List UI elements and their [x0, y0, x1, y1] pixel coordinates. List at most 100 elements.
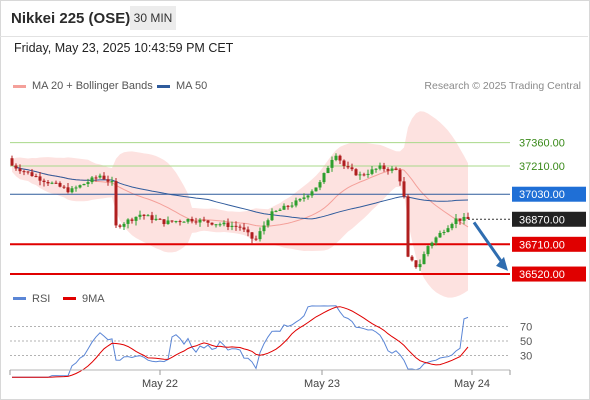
- candle-body: [122, 223, 126, 227]
- candle: [286, 204, 290, 210]
- candle-body: [366, 173, 370, 175]
- candle-body: [334, 155, 338, 160]
- bollinger-legend-swatch: [13, 85, 26, 88]
- candle: [102, 172, 106, 180]
- candle: [58, 181, 62, 188]
- candle-body: [398, 169, 402, 182]
- candle-body: [414, 260, 418, 268]
- ma50-legend-swatch: [157, 85, 170, 88]
- candle-body: [186, 218, 190, 222]
- x-tick-label: May 22: [142, 378, 178, 390]
- bollinger-band: [11, 111, 469, 298]
- candle: [334, 153, 338, 162]
- candle: [370, 166, 374, 176]
- candle: [230, 221, 234, 231]
- candle: [318, 179, 322, 191]
- candle-body: [250, 232, 254, 239]
- candle-body: [34, 176, 38, 178]
- candle: [394, 166, 398, 171]
- candle: [70, 186, 74, 194]
- timeframe-button[interactable]: 30 MIN: [130, 6, 176, 30]
- candle-body: [262, 225, 266, 232]
- candle-body: [234, 225, 238, 227]
- candle: [50, 181, 54, 185]
- candle-body: [310, 191, 314, 196]
- candle-body: [246, 229, 250, 233]
- candle: [38, 171, 42, 186]
- candle: [274, 210, 278, 213]
- candle: [18, 164, 22, 174]
- candle-body: [278, 209, 282, 211]
- candle: [310, 189, 314, 198]
- candle: [294, 197, 298, 208]
- candle-body: [150, 215, 154, 220]
- candle: [242, 223, 246, 233]
- candle: [174, 220, 178, 224]
- candle: [406, 194, 410, 258]
- candle: [418, 259, 422, 271]
- candle: [366, 169, 370, 178]
- candle-body: [426, 246, 430, 255]
- candle: [462, 212, 466, 225]
- candle: [86, 178, 90, 188]
- candle: [338, 154, 342, 164]
- candle-body: [194, 221, 198, 223]
- pivot-level-label: 37030.00: [519, 189, 565, 201]
- candle: [222, 220, 226, 227]
- candle-body: [302, 197, 306, 199]
- candle-body: [182, 221, 186, 223]
- candle-body: [18, 168, 22, 172]
- candle: [314, 187, 318, 192]
- resistance-level-label: 37210.00: [519, 161, 565, 173]
- candle-body: [362, 174, 366, 176]
- candle: [154, 214, 158, 222]
- candle: [194, 217, 198, 225]
- candle-body: [114, 181, 118, 226]
- rsi-line: [12, 305, 469, 378]
- candle: [118, 223, 122, 229]
- candle: [94, 175, 98, 182]
- candle-body: [350, 167, 354, 170]
- candle-body: [230, 225, 234, 227]
- rsi-level-label: 30: [520, 351, 532, 363]
- candle: [130, 217, 134, 224]
- rsi-ma-legend-swatch: [63, 297, 76, 300]
- pivot-level-label-bg: [512, 186, 586, 202]
- candle-body: [386, 169, 390, 171]
- candle: [14, 163, 18, 171]
- candle-body: [330, 159, 334, 168]
- candle-body: [422, 254, 426, 265]
- candle: [290, 202, 294, 209]
- candle-body: [286, 205, 290, 207]
- candle-body: [222, 222, 226, 225]
- candle-body: [166, 220, 170, 225]
- candle-body: [402, 181, 406, 197]
- candle-body: [466, 216, 470, 219]
- candle-body: [74, 187, 78, 189]
- candle-body: [382, 165, 386, 170]
- candle-body: [450, 224, 454, 229]
- candle: [54, 180, 58, 185]
- candle-body: [354, 169, 358, 176]
- candle-body: [78, 185, 82, 188]
- candle: [346, 161, 350, 170]
- candle-body: [162, 219, 166, 225]
- candle-body: [118, 225, 122, 227]
- candle: [10, 155, 14, 167]
- candle-body: [134, 216, 138, 221]
- candle: [126, 218, 130, 229]
- candle: [62, 185, 66, 189]
- candle: [282, 203, 286, 210]
- candle: [354, 168, 358, 176]
- candle-body: [110, 181, 114, 183]
- candle-body: [446, 228, 450, 233]
- candle: [226, 218, 230, 231]
- candle-body: [214, 224, 218, 226]
- candle: [246, 226, 250, 237]
- timestamp: Friday, May 23, 2025 10:43:59 PM CET: [14, 41, 234, 55]
- candle-body: [158, 218, 162, 220]
- candle-body: [54, 182, 58, 184]
- rsi-legend-label: RSI: [32, 293, 51, 305]
- support-level-label-bg: [512, 266, 586, 282]
- candle-body: [142, 214, 146, 216]
